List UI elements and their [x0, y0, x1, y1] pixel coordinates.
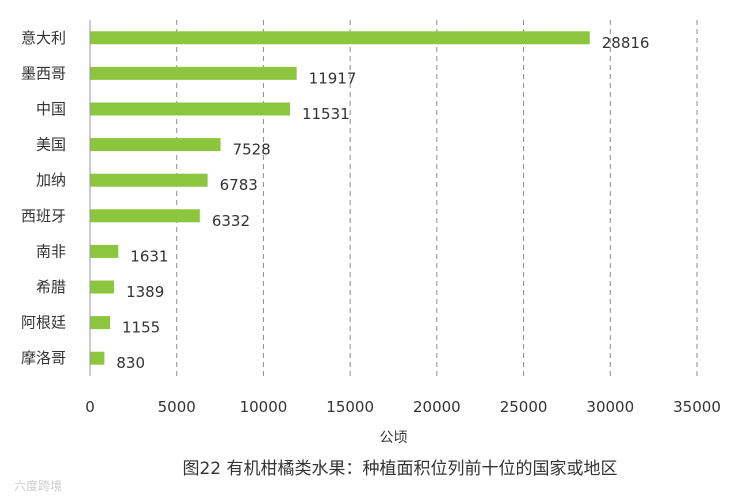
data-label: 11917 — [309, 69, 357, 87]
bar — [90, 244, 119, 258]
bar — [90, 351, 105, 365]
data-label: 6332 — [212, 212, 250, 230]
x-tick-label: 5000 — [158, 398, 196, 416]
bar — [90, 31, 590, 45]
data-label: 1155 — [122, 319, 160, 337]
x-tick-labels: 0 5000 10000 15000 20000 25000 30000 35000 — [85, 398, 721, 416]
x-axis-title: 公顷 — [380, 430, 408, 446]
x-tick-label: 20000 — [413, 398, 461, 416]
bar — [90, 66, 297, 80]
chart-caption: 图22 有机柑橘类水果：种植面积位列前十位的国家或地区 — [182, 459, 617, 479]
category-label: 希腊 — [36, 278, 66, 296]
category-label: 中国 — [36, 100, 66, 118]
category-label: 摩洛哥 — [21, 349, 66, 367]
category-label: 南非 — [36, 242, 66, 260]
x-tick-label: 15000 — [326, 398, 374, 416]
category-label: 墨西哥 — [21, 64, 66, 82]
bar — [90, 209, 200, 223]
bar — [90, 316, 111, 330]
bar — [90, 280, 115, 294]
data-label: 1389 — [126, 283, 164, 301]
x-tick-label: 0 — [85, 398, 95, 416]
data-label: 830 — [116, 354, 145, 372]
value-labels: 28816 11917 11531 7528 6783 6332 1631 1389 1155 8… — [116, 34, 649, 372]
data-label: 7528 — [233, 141, 271, 159]
bar — [90, 138, 221, 152]
data-label: 28816 — [602, 34, 650, 52]
category-label: 西班牙 — [21, 207, 66, 225]
data-label: 6783 — [220, 176, 258, 194]
bar — [90, 102, 290, 116]
bars — [90, 31, 590, 365]
category-label: 阿根廷 — [21, 314, 66, 332]
x-tick-label: 25000 — [500, 398, 548, 416]
x-tick-label: 10000 — [240, 398, 288, 416]
category-label: 意大利 — [21, 29, 66, 47]
category-label: 美国 — [36, 136, 66, 154]
x-tick-label: 30000 — [586, 398, 634, 416]
category-label: 加纳 — [36, 171, 66, 189]
x-tick-label: 35000 — [673, 398, 721, 416]
bar — [90, 173, 208, 187]
data-label: 11531 — [302, 105, 350, 123]
data-label: 1631 — [130, 247, 168, 265]
watermark: 六度跨境 — [14, 478, 62, 493]
